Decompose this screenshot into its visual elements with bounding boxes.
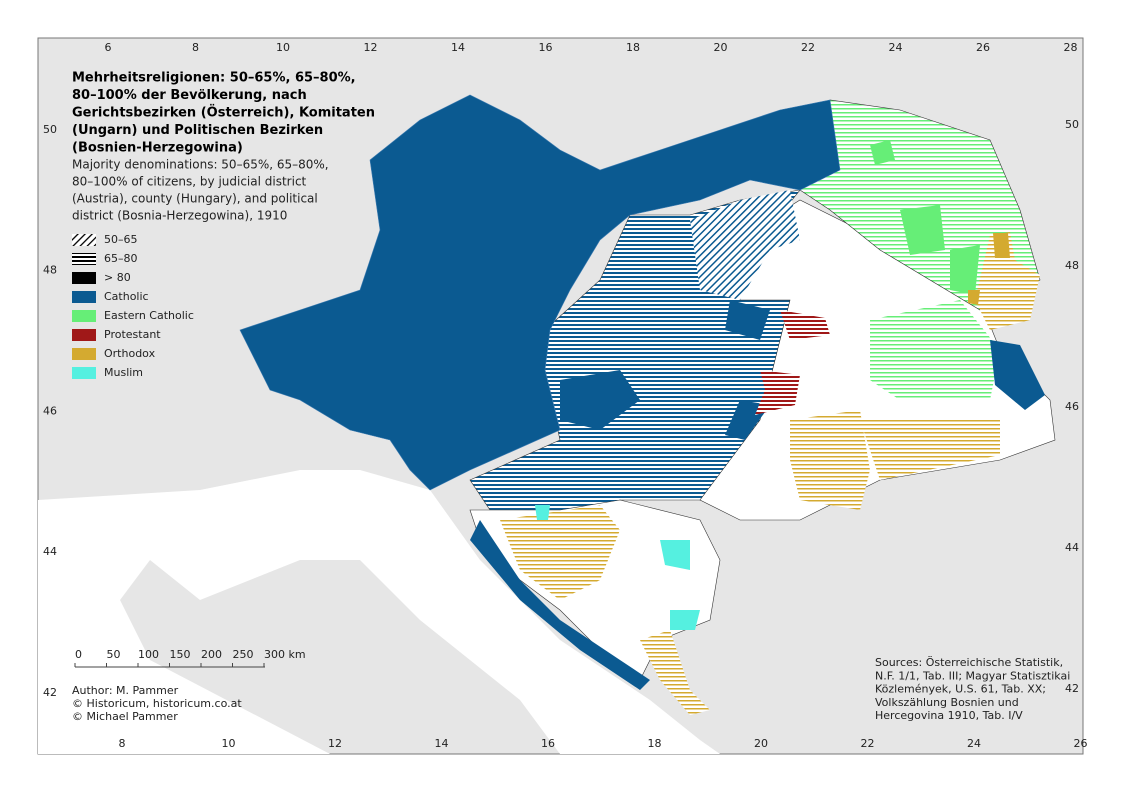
- legend-swatch: [72, 367, 96, 379]
- longitude-label: 10: [276, 41, 290, 54]
- longitude-label: 8: [192, 41, 199, 54]
- longitude-label: 20: [754, 737, 768, 750]
- region-muslim: [535, 505, 700, 630]
- legend-label: Catholic: [104, 290, 149, 303]
- region-eastern-catholic: [799, 99, 1041, 311]
- title-line: 80–100% der Bevölkerung, nach: [72, 88, 307, 103]
- latitude-label: 48: [1065, 259, 1079, 272]
- legend-swatch: [72, 253, 96, 265]
- region-eastern-catholic-solid: [870, 140, 980, 295]
- latitude-label: 48: [43, 264, 57, 277]
- region-orthodox-solid: [968, 233, 1010, 305]
- legend-label: Orthodox: [104, 347, 156, 360]
- scale-label: 0: [75, 648, 82, 661]
- title-line: (Ungarn) und Politischen Bezirken: [72, 123, 323, 138]
- source-line: N.F. 1/1, Tab. III; Magyar Statisztikai: [875, 669, 1070, 682]
- latitude-label: 46: [43, 404, 57, 417]
- latitude-label: 44: [43, 545, 57, 558]
- latitude-label: 44: [1065, 541, 1079, 554]
- title-line: Mehrheitsreligionen: 50–65%, 65–80%,: [72, 71, 356, 86]
- scale-label: 250: [233, 648, 254, 661]
- subtitle-line: district (Bosnia-Herzegowina), 1910: [72, 209, 287, 223]
- longitude-label: 8: [119, 737, 126, 750]
- legend-label: Eastern Catholic: [104, 309, 194, 322]
- longitude-label: 16: [541, 737, 555, 750]
- scale-label: 200: [201, 648, 222, 661]
- author-line: © Michael Pammer: [72, 710, 178, 723]
- longitude-label: 10: [222, 737, 236, 750]
- legend-swatch: [72, 329, 96, 341]
- legend-label: 50–65: [104, 233, 138, 246]
- title-line: Gerichtsbezirken (Österreich), Komitaten: [72, 105, 375, 121]
- source-line: Hercegovina 1910, Tab. I/V: [875, 709, 1023, 722]
- legend-swatch: [72, 291, 96, 303]
- region-orthodox-hatched: [500, 505, 710, 715]
- longitude-label: 14: [435, 737, 449, 750]
- longitude-label: 26: [1074, 737, 1088, 750]
- source-line: Közlemények, U.S. 61, Tab. XX;: [875, 683, 1046, 696]
- legend: [72, 234, 96, 379]
- region-orthodox-hatched: [790, 410, 1000, 510]
- scale-label: 100: [138, 648, 159, 661]
- longitude-label: 22: [861, 737, 875, 750]
- longitude-label: 18: [626, 41, 640, 54]
- legend-label: > 80: [104, 271, 131, 284]
- longitude-label: 12: [364, 41, 378, 54]
- longitude-label: 20: [714, 41, 728, 54]
- longitude-label: 26: [976, 41, 990, 54]
- subtitle-line: 80–100% of citizens, by judicial distric…: [72, 175, 307, 189]
- longitude-label: 28: [1064, 41, 1078, 54]
- region-dalmatia: [470, 520, 650, 690]
- region-catholic-weak: [690, 190, 800, 300]
- latitude-label: 46: [1065, 400, 1079, 413]
- longitude-label: 24: [889, 41, 903, 54]
- legend-swatch: [72, 234, 96, 246]
- latitude-label: 42: [1065, 682, 1079, 695]
- latitude-label: 50: [43, 123, 57, 136]
- longitude-label: 24: [967, 737, 981, 750]
- subtitle-line: Majority denominations: 50–65%, 65–80%,: [72, 158, 329, 172]
- legend-label: Muslim: [104, 366, 143, 379]
- legend-swatch: [72, 348, 96, 360]
- legend-swatch: [72, 272, 96, 284]
- source-line: Sources: Österreichische Statistik,: [875, 656, 1063, 669]
- region-catholic: [239, 94, 841, 491]
- author-line: Author: M. Pammer: [72, 684, 179, 697]
- scale-label: 150: [170, 648, 191, 661]
- longitude-label: 6: [105, 41, 112, 54]
- sea: [38, 470, 720, 754]
- longitude-label: 12: [328, 737, 342, 750]
- subtitle-line: (Austria), county (Hungary), and politic…: [72, 192, 318, 206]
- region-protestant: [755, 310, 830, 415]
- scale-label: 50: [107, 648, 121, 661]
- legend-label: Protestant: [104, 328, 161, 341]
- longitude-label: 18: [648, 737, 662, 750]
- longitude-label: 14: [451, 41, 465, 54]
- longitude-label: 16: [539, 41, 553, 54]
- author-line: © Historicum, historicum.co.at: [72, 697, 242, 710]
- source-line: Volkszählung Bosnien und: [875, 696, 1019, 709]
- region-eastern-catholic-hatched: [870, 300, 1000, 400]
- region-orthodox-hatched: [975, 232, 1040, 330]
- legend-label: 65–80: [104, 252, 138, 265]
- title-line: (Bosnien-Herzegowina): [72, 141, 243, 156]
- scale-label: 300 km: [264, 648, 306, 661]
- latitude-label: 42: [43, 686, 57, 699]
- longitude-label: 22: [801, 41, 815, 54]
- legend-swatch: [72, 310, 96, 322]
- latitude-label: 50: [1065, 118, 1079, 131]
